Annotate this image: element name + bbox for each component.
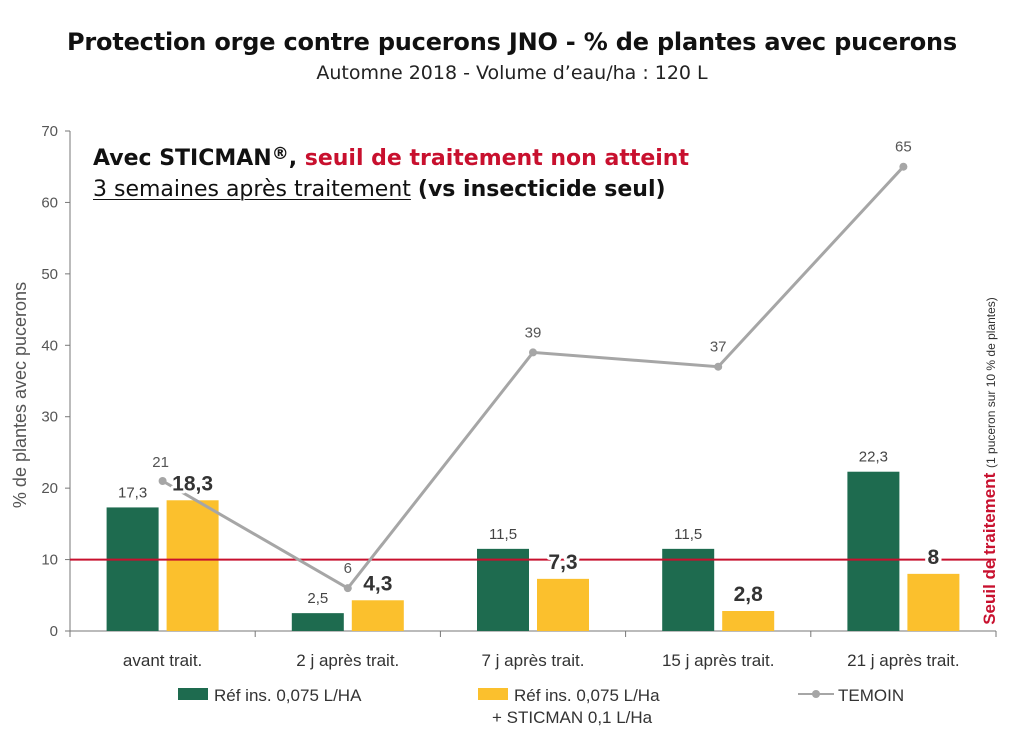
x-tick-label: 15 j après trait. bbox=[662, 651, 774, 670]
y-tick-label: 40 bbox=[41, 337, 58, 354]
temoin-point bbox=[529, 348, 537, 357]
annotation-red-text: seuil de traitement non atteint bbox=[304, 146, 689, 171]
data-label-sticman: 2,8 bbox=[734, 583, 764, 606]
data-label-sticman: 18,3 bbox=[172, 472, 213, 495]
threshold-label-note: (1 puceron sur 10 % de plantes) bbox=[984, 297, 998, 468]
legend-item-sticman: Réf ins. 0,075 L/Ha + STICMAN 0,1 L/Ha bbox=[478, 686, 660, 728]
data-label-ref: 2,5 bbox=[307, 590, 328, 607]
bar-ref bbox=[847, 471, 900, 631]
y-tick-label: 70 bbox=[41, 123, 58, 140]
bar-sticman bbox=[537, 578, 589, 631]
chart-subtitle: Automne 2018 - Volume d’eau/ha : 120 L bbox=[316, 62, 708, 84]
temoin-line bbox=[161, 165, 905, 591]
legend-label-sticman-2: + STICMAN 0,1 L/Ha bbox=[492, 708, 653, 727]
legend-label-temoin: TEMOIN bbox=[838, 686, 905, 705]
data-label-ref: 17,3 bbox=[118, 484, 147, 501]
y-tick-label: 10 bbox=[41, 552, 58, 569]
annotation-line-2: 3 semaines après traitement (vs insectic… bbox=[93, 177, 666, 202]
bar-ref bbox=[291, 613, 344, 631]
data-label-sticman: 8 bbox=[928, 546, 940, 569]
bar-sticman bbox=[722, 611, 775, 631]
registered-mark: ® bbox=[271, 144, 289, 164]
data-label-temoin: 6 bbox=[344, 560, 352, 577]
bar-ref bbox=[106, 507, 159, 631]
x-tick-label: 21 j après trait. bbox=[847, 651, 959, 670]
annotation-prefix: Avec STICMAN bbox=[93, 146, 272, 171]
legend-label-ref: Réf ins. 0,075 L/HA bbox=[214, 686, 362, 705]
x-tick-label: 7 j après trait. bbox=[482, 651, 585, 670]
temoin-point bbox=[343, 584, 352, 593]
bar-ref bbox=[477, 548, 529, 631]
legend-swatch-green bbox=[178, 688, 208, 700]
y-axis-label: % de plantes avec pucerons bbox=[10, 282, 30, 508]
chart-title: Protection orge contre pucerons JNO - % … bbox=[67, 28, 957, 56]
bar-sticman bbox=[166, 500, 219, 631]
data-label-sticman: 7,3 bbox=[548, 551, 577, 574]
data-label-temoin: 65 bbox=[895, 139, 912, 156]
y-tick-label: 20 bbox=[41, 480, 58, 497]
data-label-ref: 11,5 bbox=[489, 526, 517, 543]
legend-item-ref: Réf ins. 0,075 L/HA bbox=[178, 686, 361, 706]
y-tick-label: 0 bbox=[50, 623, 58, 640]
legend-item-temoin: TEMOIN bbox=[798, 686, 904, 706]
annotation-separator: , bbox=[288, 146, 305, 171]
annotation-line-1: Avec STICMAN®, seuil de traitement non a… bbox=[93, 144, 689, 171]
bar-ref bbox=[662, 548, 715, 631]
legend-swatch-yellow bbox=[478, 688, 508, 700]
data-label-temoin: 39 bbox=[525, 324, 542, 341]
data-label-ref: 22,3 bbox=[859, 449, 888, 466]
data-label-temoin: 21 bbox=[152, 454, 169, 471]
annotation-underlined: 3 semaines après traitement bbox=[93, 177, 411, 202]
temoin-point bbox=[899, 162, 908, 171]
threshold-label: Seuil de traitement (1 puceron sur 10 % … bbox=[980, 297, 999, 625]
data-label-ref: 11,5 bbox=[674, 526, 702, 543]
temoin-point bbox=[158, 477, 167, 485]
bar-sticman bbox=[907, 573, 960, 631]
chart-plot: 0 10 20 30 40 50 60 70 avant trait. 2 j après tra… bbox=[10, 123, 999, 670]
annotation-bold: (vs insecticide seul) bbox=[417, 177, 666, 202]
data-label-temoin: 37 bbox=[710, 339, 727, 356]
legend-label-sticman-1: Réf ins. 0,075 L/Ha bbox=[514, 686, 660, 705]
threshold-label-main: Seuil de traitement bbox=[980, 468, 999, 625]
y-tick-label: 60 bbox=[41, 194, 58, 211]
data-label-sticman: 4,3 bbox=[363, 572, 392, 595]
y-tick-label: 30 bbox=[41, 409, 58, 426]
bar-sticman bbox=[351, 600, 404, 631]
temoin-point bbox=[714, 362, 723, 371]
y-tick-label: 50 bbox=[41, 266, 58, 283]
legend-line-icon bbox=[798, 688, 834, 700]
x-tick-label: 2 j après trait. bbox=[296, 651, 399, 670]
x-tick-label: avant trait. bbox=[123, 651, 202, 670]
